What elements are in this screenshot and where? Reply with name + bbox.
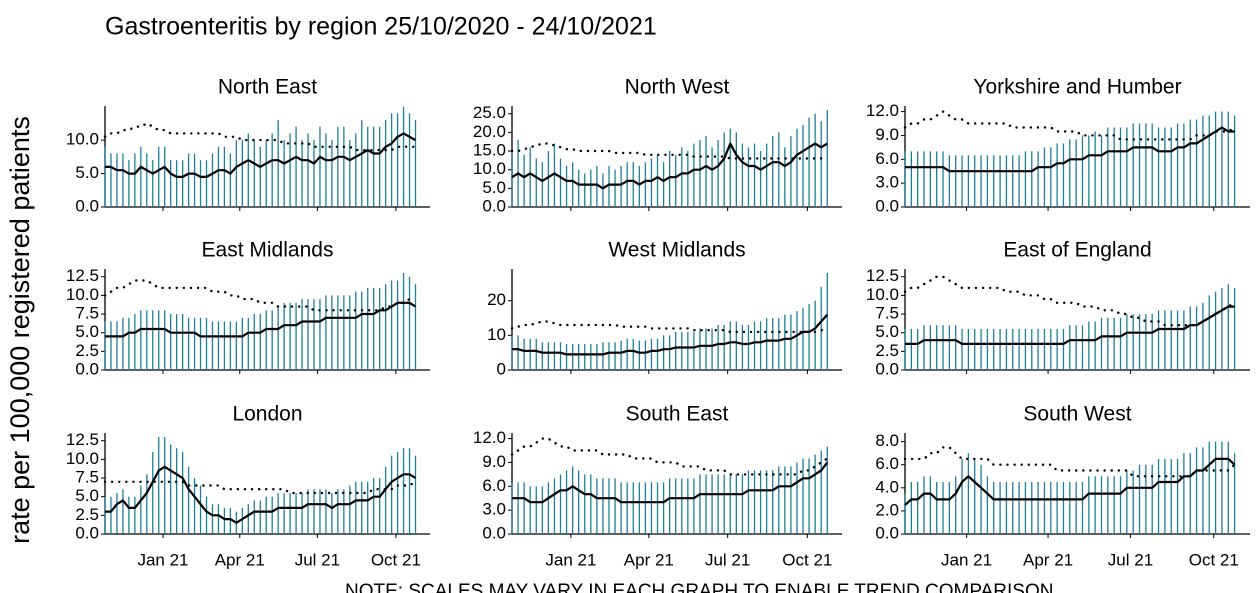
y-tick-label: 10.0	[473, 159, 506, 178]
average-line	[905, 126, 1235, 173]
panel-title: East of England	[1003, 239, 1151, 262]
x-tick-label: Oct 21	[782, 550, 832, 569]
y-axis-label: rate per 100,000 registered patients	[5, 116, 35, 544]
x-tick-label: Jan 21	[941, 550, 992, 569]
y-tick-label: 8.0	[875, 431, 899, 450]
average-line	[905, 305, 1235, 345]
y-tick-label: 25.0	[473, 103, 506, 122]
panel-title: East Midlands	[202, 239, 334, 262]
x-tick-label: Jan 21	[137, 550, 188, 569]
y-tick-label: 7.5	[75, 304, 99, 323]
chart-title: Gastroenteritis by region 25/10/2020 - 2…	[105, 13, 657, 41]
average-line	[105, 301, 417, 338]
x-tick-label: Oct 21	[371, 550, 421, 569]
note: NOTE: SCALES MAY VARY IN EACH GRAPH TO E…	[345, 581, 1053, 593]
y-tick-label: 20	[487, 290, 506, 309]
average-line	[512, 461, 829, 504]
y-tick-label: 12.5	[66, 266, 99, 285]
y-tick-label: 6.0	[875, 454, 899, 473]
panel-title: Yorkshire and Humber	[973, 76, 1181, 99]
y-tick-label: 0.0	[482, 523, 506, 542]
y-tick-label: 10.0	[66, 130, 99, 149]
y-tick-label: 7.5	[75, 468, 99, 487]
baseline-line	[510, 437, 829, 476]
average-line	[105, 132, 417, 178]
baseline-line	[103, 122, 417, 152]
y-tick-label: 4.0	[875, 477, 899, 496]
y-tick-label: 0.0	[482, 196, 506, 215]
baseline-line	[510, 320, 829, 334]
x-tick-label: Jul 21	[295, 550, 340, 569]
y-tick-label: 0.0	[875, 196, 899, 215]
y-tick-label: 10	[487, 325, 506, 344]
x-tick-label: Apr 21	[624, 550, 674, 569]
y-tick-label: 20.0	[473, 122, 506, 141]
x-tick-label: Jul 21	[1108, 550, 1153, 569]
average-line	[511, 142, 828, 190]
y-tick-label: 0.0	[875, 359, 899, 378]
average-line	[512, 313, 829, 356]
y-tick-label: 6.0	[875, 149, 899, 168]
panel-title: North West	[625, 76, 730, 99]
baseline-line	[903, 275, 1236, 327]
y-tick-label: 2.5	[875, 341, 899, 360]
panel-title: North East	[218, 76, 317, 99]
panel-title: London	[232, 403, 302, 426]
y-tick-label: 12.5	[66, 430, 99, 449]
baseline-line	[903, 446, 1236, 478]
y-tick-label: 15.0	[473, 141, 506, 160]
y-tick-label: 7.5	[875, 304, 899, 323]
y-tick-label: 3.0	[482, 500, 506, 519]
y-tick-label: 3.0	[875, 173, 899, 192]
baseline-line	[103, 279, 417, 312]
y-tick-label: 5.0	[75, 486, 99, 505]
y-tick-label: 0.0	[75, 196, 99, 215]
y-tick-label: 12.5	[866, 266, 899, 285]
y-tick-label: 5.0	[482, 178, 506, 197]
x-tick-label: Apr 21	[215, 550, 265, 569]
average-line	[105, 465, 417, 524]
y-tick-label: 9.0	[482, 452, 506, 471]
y-tick-label: 5.0	[75, 322, 99, 341]
x-tick-label: Oct 21	[1189, 550, 1239, 569]
y-tick-label: 9.0	[875, 125, 899, 144]
x-tick-label: Jan 21	[545, 550, 596, 569]
panel-title: South East	[626, 403, 729, 426]
y-tick-label: 6.0	[482, 476, 506, 495]
y-tick-label: 12.0	[866, 101, 899, 120]
average-line	[904, 457, 1236, 506]
x-tick-label: Apr 21	[1023, 550, 1073, 569]
x-tick-label: Jul 21	[705, 550, 750, 569]
baseline-line	[903, 110, 1236, 141]
y-tick-label: 2.5	[75, 505, 99, 524]
y-tick-label: 0.0	[75, 523, 99, 542]
y-tick-label: 10.0	[66, 449, 99, 468]
y-tick-label: 5.0	[75, 163, 99, 182]
y-tick-label: 5.0	[875, 322, 899, 341]
y-tick-label: 12.0	[473, 428, 506, 447]
y-tick-label: 0.0	[75, 359, 99, 378]
y-tick-label: 2.5	[75, 341, 99, 360]
y-tick-label: 10.0	[866, 285, 899, 304]
panel-title: South West	[1023, 403, 1131, 426]
y-tick-label: 0	[497, 359, 506, 378]
y-tick-label: 10.0	[66, 285, 99, 304]
baseline-line	[103, 480, 417, 495]
panel-title: West Midlands	[608, 239, 745, 262]
y-tick-label: 2.0	[875, 500, 899, 519]
y-tick-label: 0.0	[875, 523, 899, 542]
